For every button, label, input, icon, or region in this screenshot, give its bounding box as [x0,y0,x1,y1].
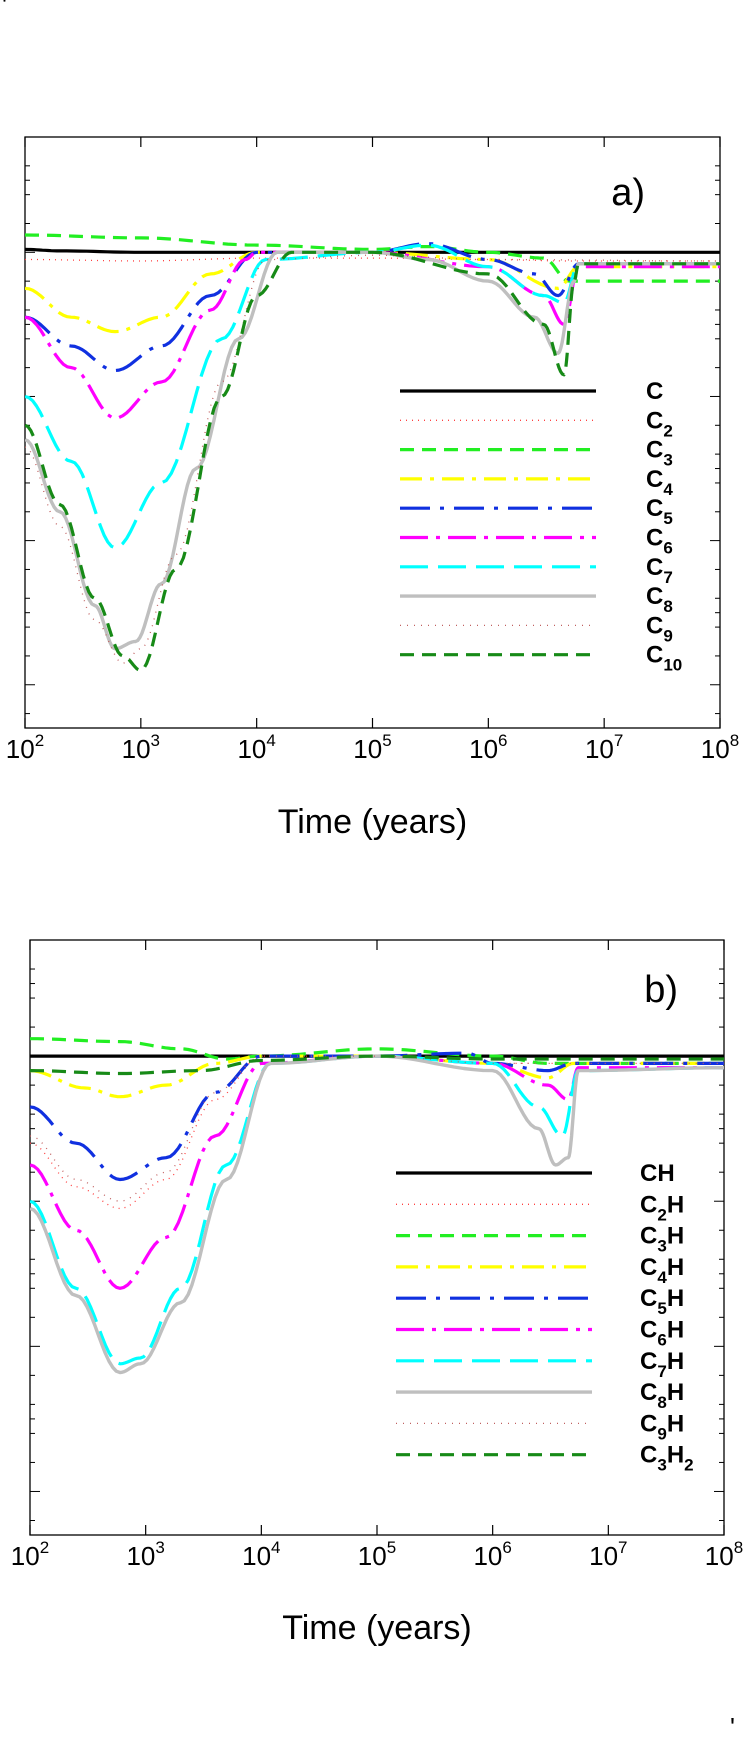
legend-label-c3h: C3H [640,1223,684,1256]
legend-label-c3h2: C3H2 [640,1442,694,1475]
plot-frame [29,939,725,1536]
x-tick-label: 108 [701,731,739,764]
legend-label-c2h: C2H [640,1191,684,1224]
series-line-c3h2 [30,1054,724,1076]
legend-label-c9: C9 [646,612,673,645]
x-tick-label: 107 [589,1538,627,1571]
legend-label-c7: C7 [646,554,673,587]
legend-label-c9h: C9H [640,1410,684,1443]
legend-label-c7h: C7H [640,1348,684,1381]
legend-label-c5h: C5H [640,1285,684,1318]
legend-label-c5: C5 [646,495,673,528]
series-line-c6h [30,1054,724,1290]
legend-label-c6h: C6H [640,1317,684,1350]
legend-label-c8h: C8H [640,1379,684,1412]
legend-label-c4: C4 [646,466,673,499]
series-line-c5 [25,242,720,373]
x-tick-label: 103 [122,731,160,764]
series-line-c7h [30,1054,724,1366]
series-line-c6 [25,250,720,420]
series-line-c5h [30,1051,724,1182]
legend-label-c4h: C4H [640,1254,684,1287]
x-axis-title: Time (years) [282,1609,472,1647]
x-tick-label: 106 [473,1538,511,1571]
legend-label-c2: C2 [646,407,673,440]
x-axis-title: Time (years) [278,803,468,841]
legend-label-c10: C10 [646,642,682,675]
panel-label: a) [611,172,645,214]
x-tick-label: 108 [705,1538,743,1571]
x-tick-label: 102 [11,1538,49,1571]
corner-mark-bottom: ' [730,1712,735,1742]
panel-label: b) [644,969,678,1011]
series-line-c4h [30,1054,724,1099]
x-tick-label: 102 [6,731,44,764]
x-tick-label: 107 [585,731,623,764]
series-line-c2h [30,1055,724,1210]
legend-label-c: C [646,378,663,405]
x-tick-label: 105 [358,1538,396,1571]
series-line-c9 [25,254,720,664]
series-line-c3 [25,233,720,283]
series-line-c8h [30,1054,724,1375]
series-line-c3h [30,1037,724,1065]
legend-label-ch: CH [640,1160,675,1187]
panel-b: 102 103 104 105 106 107 108 b) Time (years) CH C2H… [11,939,743,1647]
series-line-c2 [25,257,720,262]
series-line-c10 [25,250,720,672]
legend-label-c3: C3 [646,437,673,470]
corner-mark-top: ' [2,0,7,20]
x-tick-label: 106 [469,731,507,764]
x-tick-label: 104 [242,1538,280,1571]
x-tick-label: 105 [353,731,391,764]
series-line-c9h [30,1055,724,1202]
legend-label-c8: C8 [646,583,673,616]
series-line-c7 [25,243,720,550]
legend-label-c6: C6 [646,525,673,558]
x-tick-label: 103 [126,1538,164,1571]
plot-frame [24,136,721,729]
x-tick-label: 104 [237,731,275,764]
series-line-c8 [25,250,720,651]
panel-a: 102 103 104 105 106 107 108 a) Time (years) CC2C3… [6,136,739,841]
